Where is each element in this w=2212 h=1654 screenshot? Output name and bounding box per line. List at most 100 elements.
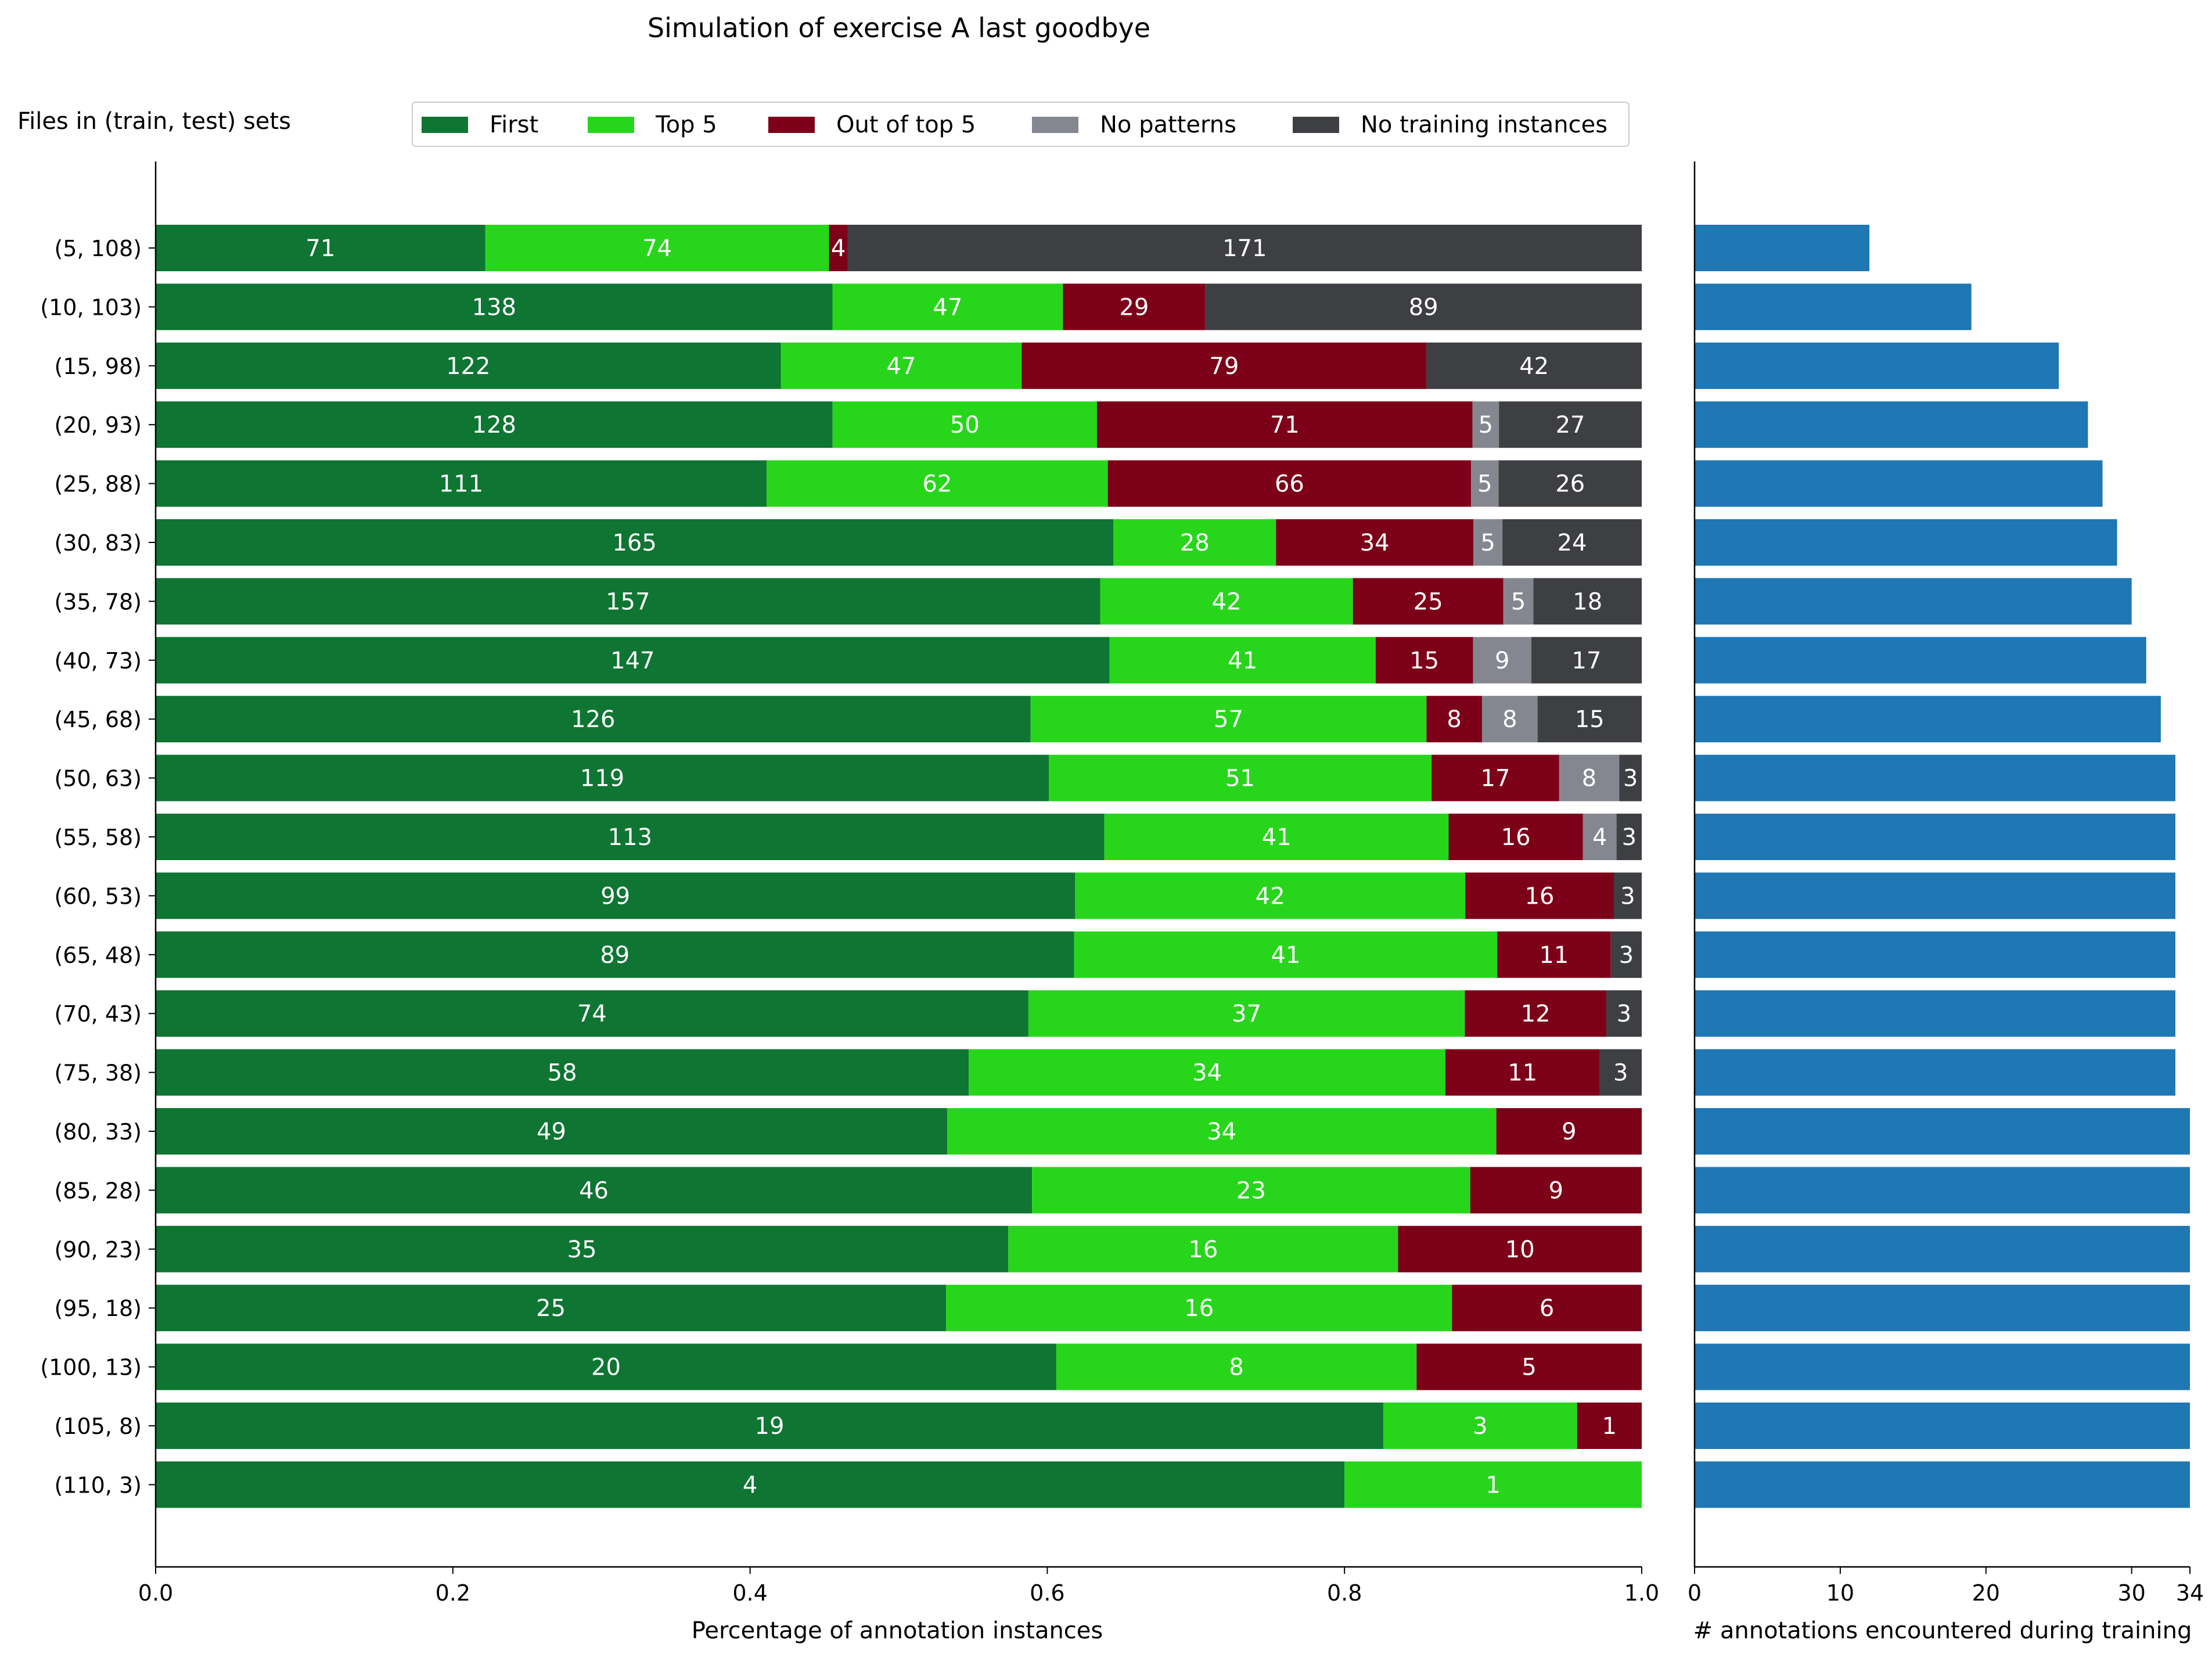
bar-segment-label: 19 [755, 1413, 785, 1440]
bar-segment [156, 1108, 947, 1155]
y-tick-label: (40, 73) [54, 648, 142, 674]
bar-segment [1383, 1403, 1577, 1449]
legend-frame [412, 102, 1630, 147]
bar-segment [156, 931, 1074, 978]
bar-segment [1473, 637, 1532, 684]
bar-segment [1445, 1049, 1600, 1096]
annotation-count-bar [1695, 578, 2132, 625]
annotation-count-bar [1695, 225, 1870, 271]
bar-segment-label: 74 [577, 1001, 607, 1027]
bar-segment [969, 1049, 1446, 1096]
bar-segment [1008, 1225, 1398, 1272]
y-tick-label: (60, 53) [54, 883, 142, 909]
bar-segment [832, 283, 1063, 330]
bar-segment-label: 26 [1555, 471, 1585, 498]
bar-segment [1426, 696, 1482, 743]
legend-label: Top 5 [655, 112, 717, 138]
bar-segment [1533, 578, 1642, 625]
bar-segment [156, 637, 1110, 684]
bar-segment-label: 20 [591, 1354, 621, 1381]
y-tick-label: (110, 3) [54, 1472, 142, 1498]
annotation-count-bar [1695, 754, 2175, 801]
bar-segment-label: 89 [600, 942, 630, 969]
bar-segment [156, 1167, 1033, 1214]
bar-segment-label: 4 [743, 1472, 757, 1498]
bar-segment [1599, 1049, 1642, 1096]
y-tick-label: (5, 108) [54, 236, 142, 261]
bar-segment-label: 10 [1505, 1236, 1535, 1263]
legend-label: Out of top 5 [836, 112, 976, 138]
bar-segment-label: 42 [1519, 353, 1549, 380]
annotation-count-bar [1695, 1225, 2190, 1272]
bar-segment-label: 42 [1212, 588, 1242, 615]
bar-segment [156, 754, 1049, 801]
annotation-count-bar [1695, 283, 1972, 330]
bar-segment [1032, 1167, 1470, 1214]
bar-segment [1097, 401, 1473, 448]
bar-segment-label: 16 [1525, 883, 1555, 909]
bar-segment [829, 225, 848, 271]
bar-segment-label: 119 [580, 765, 624, 792]
bar-segment-label: 4 [1592, 824, 1607, 851]
bar-segment [156, 519, 1114, 566]
bar-segment [1610, 931, 1642, 978]
bar-segment-label: 49 [537, 1119, 566, 1145]
bar-segment-label: 9 [1549, 1177, 1563, 1204]
bar-segment-label: 3 [1622, 824, 1636, 851]
bar-segment-label: 8 [1447, 706, 1461, 733]
y-tick-label: (30, 83) [54, 530, 142, 556]
bar-segment-label: 113 [608, 824, 652, 851]
bar-segment [1616, 814, 1642, 860]
bar-segment [1022, 342, 1427, 389]
annotation-count-bar [1695, 1403, 2190, 1449]
annotation-count-bar [1695, 814, 2175, 860]
bar-segment-label: 41 [1228, 648, 1257, 674]
annotation-count-bar [1695, 1167, 2190, 1214]
bar-segment-label: 50 [950, 412, 980, 438]
bar-segment-label: 3 [1613, 1060, 1628, 1087]
bar-segment [1471, 460, 1499, 507]
legend: First Top 5 Out of top 5 No patterns No trai… [412, 102, 1630, 147]
legend-swatch [768, 117, 815, 133]
bar-segment [832, 401, 1098, 448]
bar-segment-label: 165 [612, 530, 656, 556]
bar-segment [1531, 637, 1642, 684]
bar-segment-label: 12 [1521, 1001, 1551, 1027]
bar-segment [946, 1285, 1452, 1332]
bar-segment [156, 696, 1031, 743]
bar-segment [1056, 1343, 1417, 1390]
bar-segment-label: 25 [1413, 588, 1443, 615]
y-tick-label: (65, 48) [54, 943, 142, 968]
bar-segment [767, 460, 1108, 507]
bar-segment-label: 3 [1617, 1001, 1631, 1027]
bar-segment [1113, 519, 1276, 566]
legend-label: No training instances [1361, 112, 1607, 138]
bar-segment [1502, 519, 1642, 566]
bar-segment [485, 225, 829, 271]
bar-segment-label: 41 [1271, 942, 1300, 969]
annotation-count-bar [1695, 1461, 2190, 1508]
bar-segment-label: 9 [1562, 1119, 1576, 1145]
side-x-tick-label: 0 [1688, 1580, 1702, 1606]
bar-segment [1426, 342, 1642, 389]
bar-segment-label: 18 [1573, 588, 1602, 615]
bar-segment-label: 99 [600, 883, 630, 909]
legend-swatch [1032, 117, 1078, 133]
bar-segment-label: 5 [1480, 530, 1495, 556]
bar-segment [1465, 990, 1607, 1037]
y-tick-label: (70, 43) [54, 1001, 142, 1027]
bar-segment [1416, 1343, 1642, 1390]
bar-segment-label: 3 [1623, 765, 1638, 792]
legend-swatch [422, 117, 468, 133]
bar-segment [156, 814, 1105, 860]
bar-segment [1465, 872, 1614, 919]
bar-segment-label: 8 [1502, 706, 1517, 733]
bar-segment [1499, 401, 1642, 448]
bar-segment-label: 28 [1180, 530, 1210, 556]
y-tick-label: (10, 103) [40, 294, 142, 320]
bar-segment [156, 1285, 947, 1332]
bar-segment [847, 225, 1642, 271]
bar-segment-label: 41 [1262, 824, 1292, 851]
bar-segment-label: 25 [536, 1295, 566, 1322]
bar-segment-label: 24 [1558, 530, 1587, 556]
